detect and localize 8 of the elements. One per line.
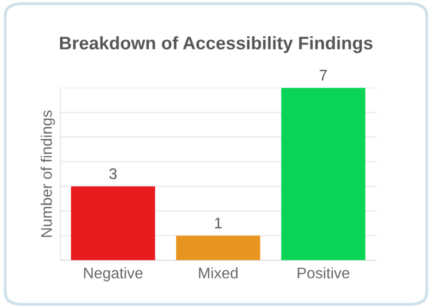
x-tick-label: Positive: [298, 267, 350, 278]
x-tick-label: Negative: [84, 267, 143, 282]
data-label: 7: [320, 70, 327, 80]
data-label: 1: [215, 218, 222, 228]
chart-title: Breakdown of Accessibility Findings: [60, 36, 372, 54]
x-tick-label: Mixed: [199, 267, 238, 278]
data-label: 3: [109, 168, 117, 180]
y-axis-title: Number of findings: [40, 110, 55, 237]
